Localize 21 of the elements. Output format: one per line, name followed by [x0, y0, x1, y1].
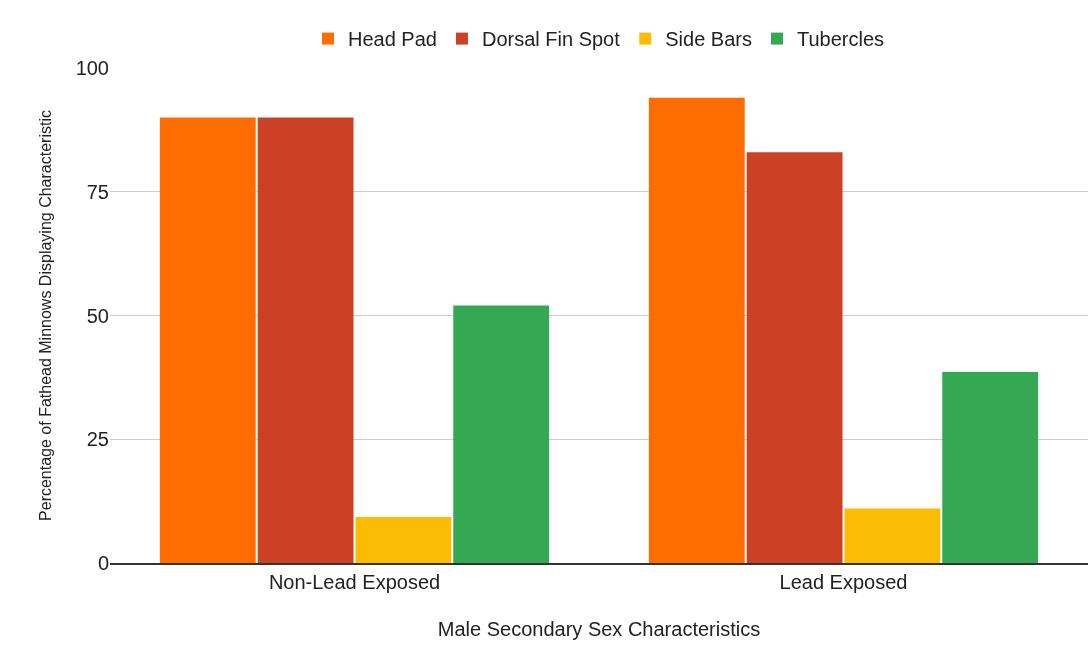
x-axis-title: Male Secondary Sex Characteristics	[437, 617, 761, 640]
bar	[942, 371, 1039, 563]
legend-label: Tubercles	[796, 28, 885, 51]
bar	[453, 305, 550, 563]
y-tick-label: 25	[86, 428, 109, 451]
legend-label: Dorsal Fin Spot	[481, 28, 621, 51]
x-tick-label: Lead Exposed	[779, 570, 908, 593]
bar	[355, 516, 452, 563]
bar	[746, 152, 843, 563]
y-tick-label: 50	[86, 304, 109, 327]
bar	[844, 508, 941, 563]
y-tick-label: 100	[75, 57, 109, 79]
y-tick-label: 0	[97, 552, 109, 574]
bar	[257, 117, 354, 563]
x-tick-label: Non-Lead Exposed	[268, 570, 441, 593]
bar	[648, 97, 745, 563]
bar	[159, 117, 256, 563]
legend-label: Head Pad	[348, 28, 437, 51]
legend-label: Side Bars	[665, 28, 752, 51]
y-tick-label: 75	[86, 180, 109, 203]
y-axis-title: Percentage of Fathead Minnows Displaying Characteristic	[36, 110, 54, 521]
